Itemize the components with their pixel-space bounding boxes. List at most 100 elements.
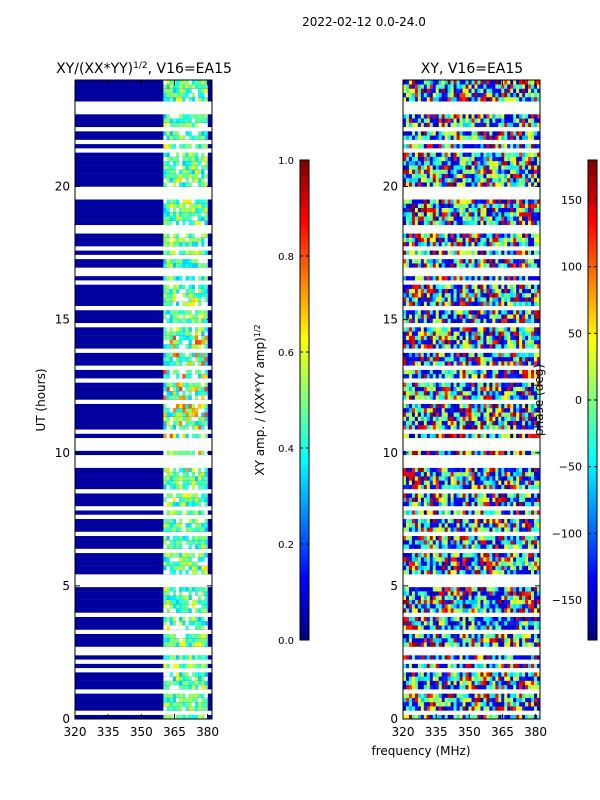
heatmap-cell [172,557,177,562]
heatmap-cell [194,310,199,315]
heatmap-cell [414,412,419,417]
heatmap-cell [423,535,428,541]
heatmap-cell [191,557,196,562]
heatmap-cell [423,599,428,605]
heatmap-cell [179,706,183,711]
heatmap-cell [75,608,212,613]
heatmap-cell [432,314,436,319]
heatmap-cell [507,544,511,549]
heatmap-cell [504,467,508,473]
heatmap-cell [444,701,448,707]
heatmap-cell [188,544,192,549]
heatmap-cell [426,344,431,349]
heatmap-cell [191,301,196,306]
heatmap-cell [403,527,407,532]
heatmap-cell [429,676,433,681]
heatmap-cell [163,80,167,85]
heatmap-cell [163,395,167,400]
heatmap-cell [453,450,457,456]
heatmap-cell [537,625,540,630]
heatmap-cell [522,416,526,421]
heatmap-cell [198,484,202,490]
heatmap-cell [492,297,496,302]
heatmap-cell [489,416,493,421]
heatmap-cell [176,177,180,183]
heatmap-cell [408,480,413,485]
heatmap-cell [185,672,189,677]
heatmap-cell [191,476,196,481]
heatmap-cell [480,390,484,396]
heatmap-cell [519,476,523,481]
heatmap-cell [462,318,466,324]
heatmap-cell [468,297,472,302]
heatmap-cell [417,672,422,677]
heatmap-cell [519,361,523,366]
heatmap-cell [414,510,419,515]
heatmap-row-gap [75,454,212,460]
heatmap-cell [534,493,538,498]
heatmap-cell [204,331,208,336]
heatmap-cell [468,569,472,575]
heatmap-cell [403,408,407,413]
heatmap-cell [462,638,466,643]
heatmap-cell [435,540,439,545]
heatmap-cell [441,557,445,562]
heatmap-cell [444,599,448,605]
heatmap-cell [169,395,174,400]
heatmap-cell [522,314,526,319]
heatmap-cell [528,352,532,358]
heatmap-cell [501,544,505,549]
x-tick-label: 335 [97,725,120,739]
heatmap-cell [198,599,202,605]
heatmap-cell [477,544,481,549]
heatmap-cell [495,638,499,643]
heatmap-cell [501,638,505,643]
heatmap-row-gap [75,488,212,494]
heatmap-cell [504,569,508,575]
heatmap-cell [191,591,196,596]
heatmap-cell [438,655,442,660]
heatmap-cell [172,390,177,396]
heatmap-cell [528,395,532,400]
heatmap-cell [182,169,186,174]
heatmap-cell [204,684,208,690]
heatmap-cell [471,544,475,549]
heatmap-cell [185,135,189,140]
amplitude-panel: XY/(XX*YY)1/2, V16=EA15 320 335 350 365 3800… [34,61,232,739]
heatmap-cell [179,344,183,349]
heatmap-cell [486,412,490,417]
heatmap-cell [528,314,532,319]
heatmap-cell [438,595,442,600]
heatmap-cell [166,382,170,387]
heatmap-cell [534,352,538,358]
heatmap-cell [498,625,502,630]
heatmap-cell [441,301,445,306]
heatmap-cell [480,403,484,409]
heatmap-cell [447,557,451,562]
heatmap-cell [411,697,416,703]
heatmap-cell [169,207,174,213]
heatmap-cell [166,701,170,707]
heatmap-cell [465,565,469,571]
heatmap-cell [480,352,484,358]
heatmap-cell [179,114,183,119]
heatmap-cell [474,608,478,613]
heatmap-cell [185,331,189,336]
heatmap-cell [204,241,208,247]
heatmap-cell [483,684,487,690]
heatmap-cell [423,395,428,400]
heatmap-cell [474,527,478,532]
heatmap-cell [204,603,208,609]
heatmap-cell [477,595,481,600]
heatmap-cell [432,288,436,294]
heatmap-cell [188,293,192,298]
heatmap-cell [403,297,407,302]
heatmap-cell [519,403,523,409]
heatmap-cell [176,565,180,571]
heatmap-cell [188,318,192,324]
heatmap-cell [441,339,445,345]
heatmap-cell [522,701,526,707]
heatmap-cell [504,523,508,528]
heatmap-cell [516,327,520,332]
heatmap-cell [468,642,472,647]
